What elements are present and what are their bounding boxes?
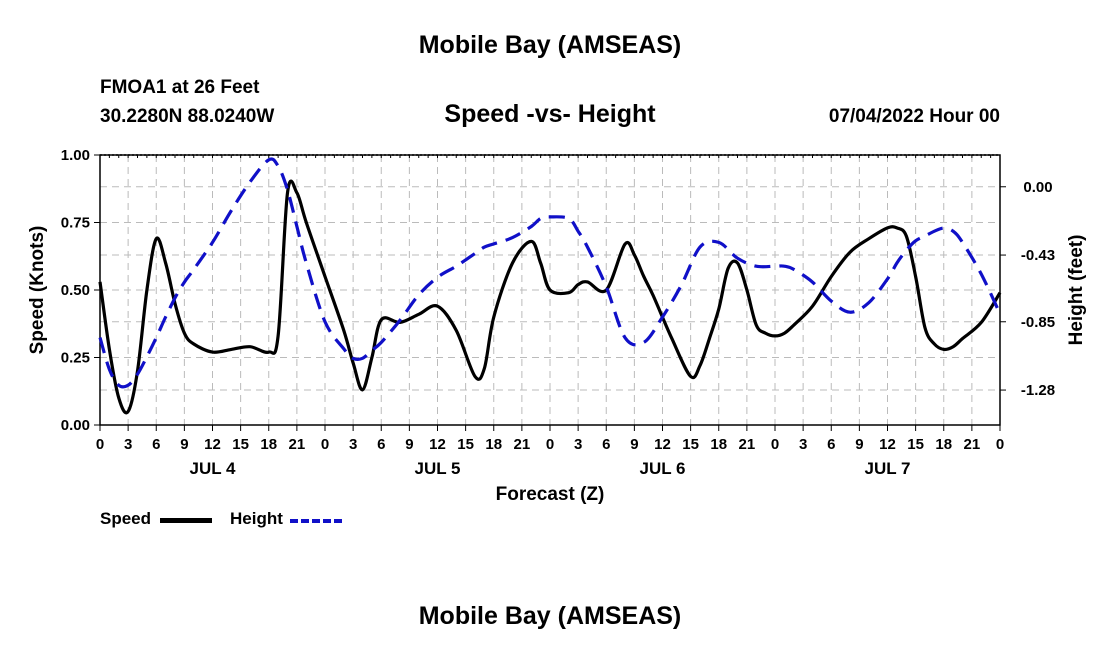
footer-title: Mobile Bay (AMSEAS) (418, 602, 682, 630)
x-tick-label: 6 (152, 436, 160, 453)
day-label: JUL 5 (415, 459, 461, 478)
coordinates-label: 30.2280N 88.0240W (100, 106, 275, 127)
x-tick-label: 12 (879, 436, 896, 453)
x-tick-label: 3 (799, 436, 807, 453)
x-tick-label: 18 (260, 436, 277, 453)
y-axis-title: Speed (Knots) (27, 226, 48, 355)
x-tick-label: 18 (485, 436, 502, 453)
x-tick-label: 9 (630, 436, 638, 453)
y-tick-label: 0.50 (61, 282, 90, 299)
y2-tick-label: -0.85 (1021, 314, 1055, 331)
x-tick-label: 15 (682, 436, 699, 453)
x-tick-label: 18 (710, 436, 727, 453)
x-tick-label: 0 (996, 436, 1004, 453)
y2-tick-label: -0.43 (1021, 247, 1055, 264)
x-tick-label: 12 (429, 436, 446, 453)
legend-speed-swatch (160, 518, 212, 523)
x-tick-label: 9 (180, 436, 188, 453)
x-axis-title: Forecast (Z) (496, 484, 605, 505)
forecast-datetime: 07/04/2022 Hour 00 (828, 106, 1000, 127)
x-tick-label: 0 (546, 436, 554, 453)
y-tick-label: 0.75 (61, 215, 90, 232)
y-tick-label: 0.00 (61, 417, 90, 434)
x-tick-label: 3 (124, 436, 132, 453)
chart-subtitle: Speed -vs- Height (444, 100, 656, 128)
day-label: JUL 6 (640, 459, 686, 478)
x-tick-label: 21 (514, 436, 531, 453)
y2-axis-title: Height (feet) (1066, 235, 1087, 346)
x-tick-label: 0 (771, 436, 779, 453)
x-tick-label: 6 (827, 436, 835, 453)
x-tick-label: 15 (457, 436, 474, 453)
series-line-speed (98, 179, 1002, 415)
x-tick-label: 15 (907, 436, 924, 453)
series-line-height (98, 157, 1002, 389)
x-tick-label: 21 (289, 436, 306, 453)
x-tick-label: 0 (321, 436, 329, 453)
x-tick-label: 18 (935, 436, 952, 453)
legend-height-swatch (290, 519, 342, 523)
x-tick-label: 6 (602, 436, 610, 453)
x-tick-label: 12 (204, 436, 221, 453)
day-label: JUL 7 (865, 459, 911, 478)
speed-height-chart: 0 3 6 9 12 15 18 21 0 3 6 9 12 15 18 21 0 3 6 9 12 15 18 21 0 3 6 9… (27, 147, 1087, 505)
day-label: JUL 4 (190, 459, 237, 478)
x-tick-label: 3 (349, 436, 357, 453)
legend-height-label: Height (230, 509, 283, 528)
x-tick-label: 9 (405, 436, 413, 453)
x-tick-label: 21 (739, 436, 756, 453)
x-tick-label: 12 (654, 436, 671, 453)
page-title: Mobile Bay (AMSEAS) (418, 31, 682, 59)
station-label: FMOA1 at 26 Feet (100, 77, 260, 98)
x-tick-label: 6 (377, 436, 385, 453)
x-tick-label: 15 (232, 436, 249, 453)
legend-speed-label: Speed (100, 509, 152, 528)
y-tick-label: 1.00 (61, 147, 90, 164)
y2-tick-label: -1.28 (1021, 382, 1055, 399)
x-tick-label: 9 (855, 436, 863, 453)
y2-tick-label: 0.00 (1023, 179, 1052, 196)
x-tick-label: 3 (574, 436, 582, 453)
y-tick-label: 0.25 (61, 350, 90, 367)
x-tick-label: 0 (96, 436, 104, 453)
x-tick-label: 21 (964, 436, 981, 453)
